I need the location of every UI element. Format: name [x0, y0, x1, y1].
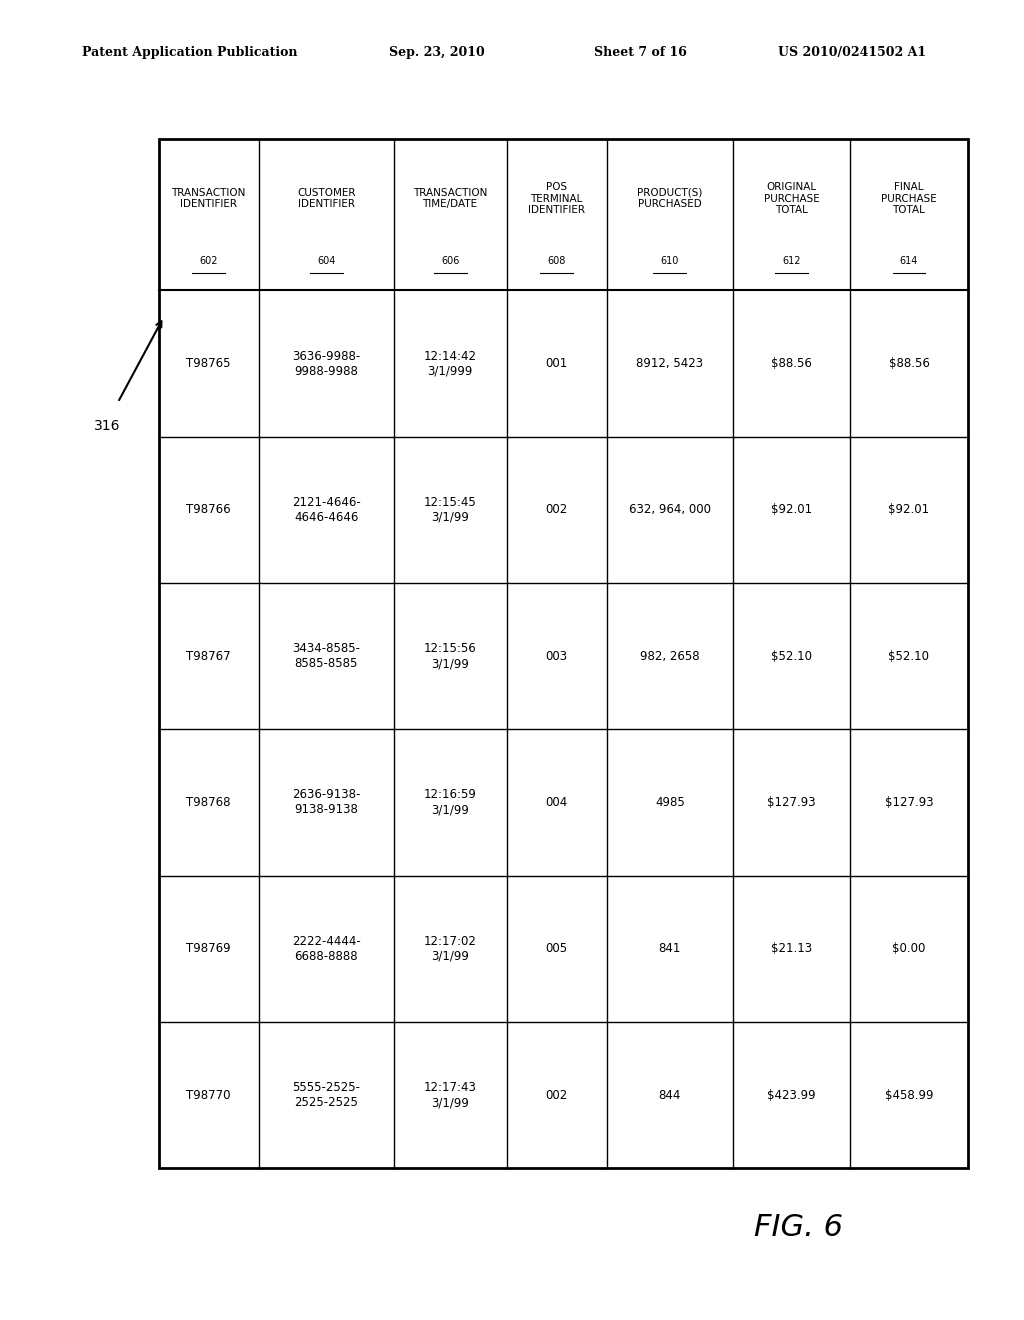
Text: 12:14:42
3/1/999: 12:14:42 3/1/999 — [424, 350, 476, 378]
Text: $52.10: $52.10 — [889, 649, 930, 663]
Text: CUSTOMER
IDENTIFIER: CUSTOMER IDENTIFIER — [297, 187, 355, 210]
Text: 2121-4646-
4646-4646: 2121-4646- 4646-4646 — [292, 496, 360, 524]
Text: 12:17:02
3/1/99: 12:17:02 3/1/99 — [424, 935, 476, 962]
Text: T98768: T98768 — [186, 796, 231, 809]
Text: 612: 612 — [782, 256, 801, 265]
Text: 3434-8585-
8585-8585: 3434-8585- 8585-8585 — [292, 642, 360, 671]
Text: 632, 964, 000: 632, 964, 000 — [629, 503, 711, 516]
Text: T98767: T98767 — [186, 649, 231, 663]
Text: T98765: T98765 — [186, 356, 231, 370]
Text: 606: 606 — [441, 256, 460, 265]
Text: TRANSACTION
IDENTIFIER: TRANSACTION IDENTIFIER — [172, 187, 246, 210]
Bar — [159, 139, 968, 1168]
Text: POS
TERMINAL
IDENTIFIER: POS TERMINAL IDENTIFIER — [528, 182, 585, 215]
Text: $52.10: $52.10 — [771, 649, 812, 663]
Text: T98770: T98770 — [186, 1089, 231, 1102]
Text: 2222-4444-
6688-8888: 2222-4444- 6688-8888 — [292, 935, 360, 962]
Text: $458.99: $458.99 — [885, 1089, 933, 1102]
Text: T98769: T98769 — [186, 942, 231, 956]
Text: $92.01: $92.01 — [771, 503, 812, 516]
Text: 004: 004 — [546, 796, 567, 809]
Text: 982, 2658: 982, 2658 — [640, 649, 699, 663]
Text: FINAL
PURCHASE
TOTAL: FINAL PURCHASE TOTAL — [881, 182, 937, 215]
Text: $127.93: $127.93 — [767, 796, 816, 809]
Text: 614: 614 — [900, 256, 919, 265]
Text: $0.00: $0.00 — [892, 942, 926, 956]
Text: ORIGINAL
PURCHASE
TOTAL: ORIGINAL PURCHASE TOTAL — [764, 182, 819, 215]
Text: 316: 316 — [94, 420, 121, 433]
Text: $127.93: $127.93 — [885, 796, 933, 809]
Text: 8912, 5423: 8912, 5423 — [636, 356, 703, 370]
Text: 2636-9138-
9138-9138: 2636-9138- 9138-9138 — [292, 788, 360, 817]
Text: 604: 604 — [317, 256, 335, 265]
Text: $21.13: $21.13 — [771, 942, 812, 956]
Text: 5555-2525-
2525-2525: 5555-2525- 2525-2525 — [292, 1081, 360, 1109]
Text: 608: 608 — [548, 256, 566, 265]
Text: 12:16:59
3/1/99: 12:16:59 3/1/99 — [424, 788, 476, 817]
Text: T98766: T98766 — [186, 503, 231, 516]
Text: 610: 610 — [660, 256, 679, 265]
Text: 12:17:43
3/1/99: 12:17:43 3/1/99 — [424, 1081, 476, 1109]
Text: $92.01: $92.01 — [889, 503, 930, 516]
Text: $88.56: $88.56 — [771, 356, 812, 370]
Text: Sheet 7 of 16: Sheet 7 of 16 — [594, 46, 687, 59]
Text: 12:15:56
3/1/99: 12:15:56 3/1/99 — [424, 642, 476, 671]
Text: $88.56: $88.56 — [889, 356, 930, 370]
Text: 002: 002 — [546, 503, 567, 516]
Text: 003: 003 — [546, 649, 567, 663]
Text: 12:15:45
3/1/99: 12:15:45 3/1/99 — [424, 496, 476, 524]
Text: 001: 001 — [546, 356, 567, 370]
Text: PRODUCT(S)
PURCHASED: PRODUCT(S) PURCHASED — [637, 187, 702, 210]
Text: Patent Application Publication: Patent Application Publication — [82, 46, 297, 59]
Text: TRANSACTION
TIME/DATE: TRANSACTION TIME/DATE — [413, 187, 487, 210]
Text: 844: 844 — [658, 1089, 681, 1102]
Text: $423.99: $423.99 — [767, 1089, 816, 1102]
Text: 3636-9988-
9988-9988: 3636-9988- 9988-9988 — [292, 350, 360, 378]
Text: FIG. 6: FIG. 6 — [755, 1213, 843, 1242]
Text: 002: 002 — [546, 1089, 567, 1102]
Text: 841: 841 — [658, 942, 681, 956]
Text: 005: 005 — [546, 942, 567, 956]
Text: 602: 602 — [200, 256, 218, 265]
Text: US 2010/0241502 A1: US 2010/0241502 A1 — [778, 46, 927, 59]
Text: 4985: 4985 — [655, 796, 685, 809]
Text: Sep. 23, 2010: Sep. 23, 2010 — [389, 46, 485, 59]
